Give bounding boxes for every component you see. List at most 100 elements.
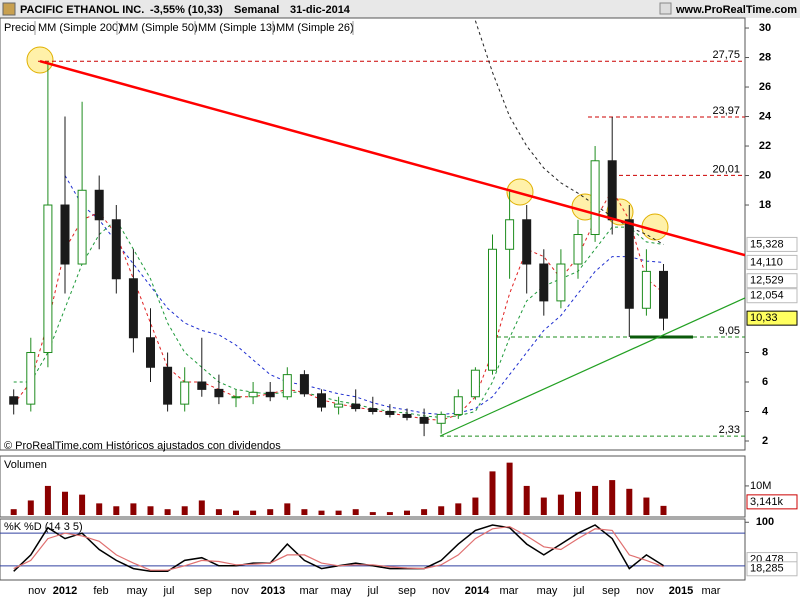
candle-body <box>60 204 70 265</box>
x-tick-label: jul <box>366 585 378 597</box>
x-tick-label: may <box>537 585 558 597</box>
icon[interactable] <box>2 2 16 16</box>
y-tick-label: 24 <box>759 110 772 122</box>
highlight <box>26 46 54 74</box>
volume-bar <box>352 509 359 515</box>
volume-bar <box>301 509 308 515</box>
candle-body <box>299 374 309 395</box>
x-tick-label: may <box>331 585 352 597</box>
volume-tag <box>746 494 798 510</box>
price-tag <box>746 236 798 252</box>
change: -3,55% (10,33) <box>150 4 223 16</box>
price-tag <box>746 254 798 270</box>
level-label: 2,33 <box>719 424 740 436</box>
candle-body <box>334 403 344 408</box>
volume-bar <box>592 485 599 515</box>
candle-body <box>522 219 532 265</box>
volume-bar <box>404 510 410 515</box>
candle-body <box>317 393 326 408</box>
x-tick-label: sep <box>194 585 212 597</box>
candle-body <box>146 337 155 368</box>
level-label: 23,97 <box>712 105 740 117</box>
candle-body <box>163 366 173 405</box>
x-tick-label: jul <box>572 585 584 597</box>
legend-entry: MM (Simple 13) <box>198 22 276 34</box>
candle-body <box>214 388 224 398</box>
volume-bar <box>198 500 205 515</box>
price-tag-label: 12,529 <box>750 275 784 287</box>
legend-entry: MM (Simple 200) <box>38 22 122 34</box>
x-tick-label: nov <box>28 585 46 597</box>
candle-body <box>43 204 53 354</box>
x-tick-label: 2015 <box>669 585 693 597</box>
candle-body <box>180 381 190 405</box>
x-tick-label: nov <box>432 585 450 597</box>
footnote: © ProRealTime.com Históricos ajustados c… <box>4 440 281 452</box>
legend-entry: MM (Simple 26) <box>276 22 354 34</box>
period: Semanal <box>234 4 279 16</box>
stochastic-tag <box>746 561 798 577</box>
candle-body <box>265 391 275 398</box>
price-tag-label: 15,328 <box>750 238 784 250</box>
trendline <box>439 297 745 437</box>
y-tick-label: 20 <box>759 169 771 181</box>
trendline <box>39 60 745 257</box>
volume-bar <box>557 494 564 515</box>
legend-entry: %K <box>4 521 22 533</box>
candle-body <box>641 270 651 309</box>
window-button[interactable] <box>659 2 672 15</box>
header-bar <box>0 0 800 18</box>
price-legend: Precio <box>4 22 35 34</box>
candle-body <box>368 408 378 413</box>
volume-bar <box>44 485 51 515</box>
x-tick-label: nov <box>636 585 654 597</box>
x-tick-label: feb <box>93 585 108 597</box>
x-tick-label: sep <box>398 585 416 597</box>
level-label: 9,05 <box>719 325 740 337</box>
stochastic-panel <box>0 518 746 581</box>
y-tick-label: 100 <box>756 516 774 528</box>
volume-bar <box>181 506 188 515</box>
volume-bar <box>609 480 616 515</box>
x-tick-label: mar <box>300 585 319 597</box>
candle-body <box>505 219 515 250</box>
volume-bar <box>79 494 86 515</box>
candle-body <box>26 352 36 405</box>
x-tick-label: sep <box>602 585 620 597</box>
candle-body <box>9 396 19 405</box>
price-tag-label: 10,33 <box>750 312 778 324</box>
candle-body <box>248 391 258 398</box>
candle-body <box>94 189 104 221</box>
y-tick-label: 28 <box>759 51 771 63</box>
y-tick-label: 10M <box>750 480 771 492</box>
volume-bar <box>489 471 496 515</box>
price-tag <box>746 273 798 289</box>
candle-body <box>128 278 138 339</box>
candle-body <box>77 189 87 265</box>
stochastic-tag-label: 18,285 <box>750 563 784 575</box>
source: www.ProRealTime.com <box>675 4 797 16</box>
volume-bar <box>540 497 547 515</box>
legend-entry: %D (14 3 5) <box>24 521 83 533</box>
price-plot <box>9 20 745 437</box>
y-tick-label: 2 <box>762 435 768 447</box>
y-tick-label: 18 <box>759 199 771 211</box>
volume-bar <box>455 503 462 515</box>
volume-bar <box>62 491 68 515</box>
x-tick-label: mar <box>702 585 721 597</box>
price-tag <box>746 288 798 304</box>
stochastic-line <box>13 525 664 571</box>
y-tick-label: 4 <box>762 405 769 417</box>
candle-body <box>231 396 241 399</box>
volume-panel <box>0 455 746 518</box>
volume-bar <box>113 506 120 515</box>
volume-bar <box>215 509 222 515</box>
x-tick-label: may <box>127 585 148 597</box>
price-tag <box>746 310 798 326</box>
price-tag-label: 12,054 <box>750 290 784 302</box>
volume-bar <box>164 509 171 515</box>
title: PACIFIC ETHANOL INC. <box>20 4 144 16</box>
volume-bar <box>369 512 376 515</box>
candle-body <box>419 416 429 424</box>
